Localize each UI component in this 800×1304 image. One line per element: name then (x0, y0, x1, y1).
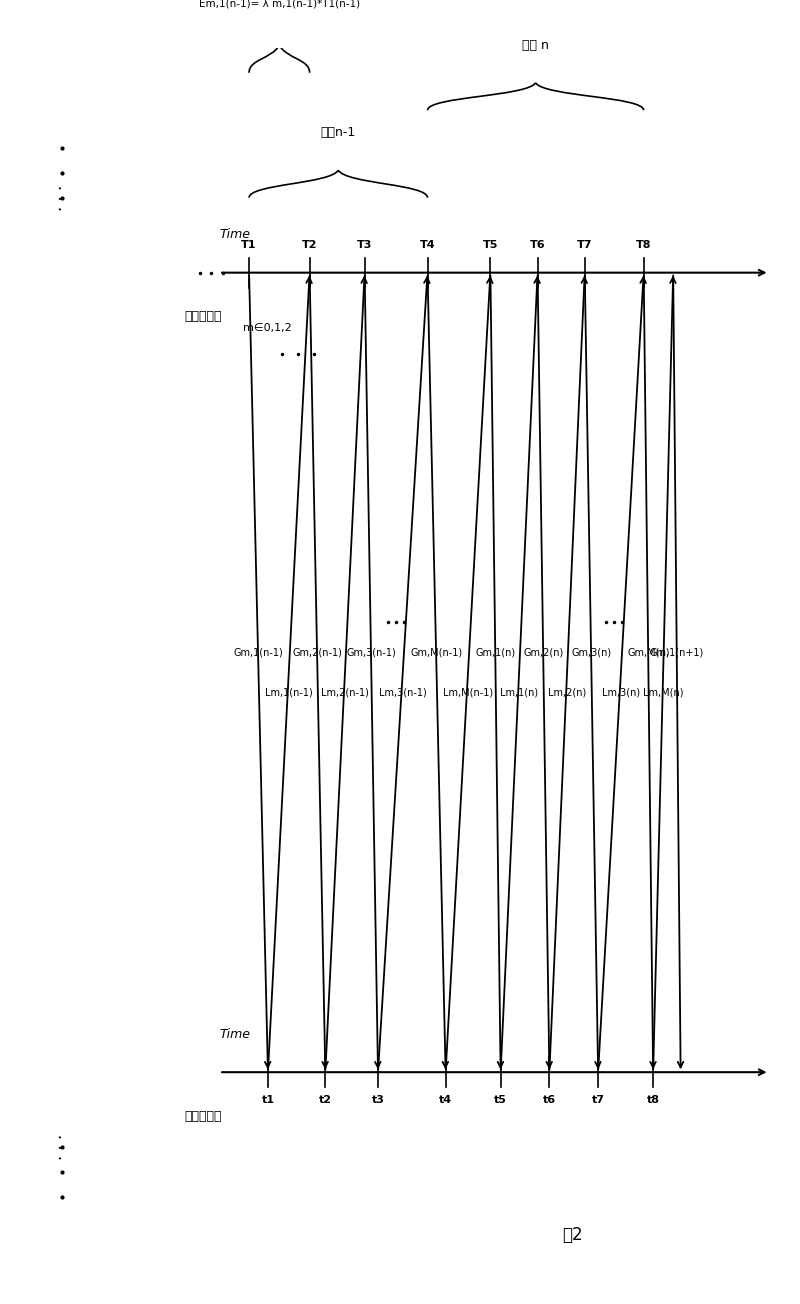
Text: Gm,M(n): Gm,M(n) (627, 647, 670, 657)
Text: Gm,1(n+1): Gm,1(n+1) (650, 647, 704, 657)
Text: Gm,1(n): Gm,1(n) (475, 647, 515, 657)
Text: t6: t6 (542, 1094, 556, 1104)
Text: Lm,3(n-1): Lm,3(n-1) (379, 687, 426, 698)
Text: T7: T7 (577, 240, 593, 250)
Text: · · ·: · · · (53, 1134, 71, 1161)
Text: m∈0,1,2: m∈0,1,2 (242, 322, 291, 333)
Text: Lm,2(n): Lm,2(n) (548, 687, 586, 698)
Text: t5: t5 (494, 1094, 507, 1104)
Text: Gm,2(n-1): Gm,2(n-1) (293, 647, 342, 657)
Text: Lm,2(n-1): Lm,2(n-1) (321, 687, 369, 698)
Text: T1: T1 (242, 240, 257, 250)
Text: Gm,2(n): Gm,2(n) (523, 647, 563, 657)
Text: Lm,M(n-1): Lm,M(n-1) (443, 687, 493, 698)
Text: Lm,M(n): Lm,M(n) (643, 687, 683, 698)
Text: 光主控终端: 光主控终端 (185, 310, 222, 323)
Text: t3: t3 (371, 1094, 385, 1104)
Text: 轮询n-1: 轮询n-1 (321, 126, 356, 140)
Text: Gm,M(n-1): Gm,M(n-1) (410, 647, 462, 657)
Text: 轮询 n: 轮询 n (522, 39, 549, 52)
Text: Gm,1(n-1): Gm,1(n-1) (234, 647, 283, 657)
Text: T6: T6 (530, 240, 546, 250)
Text: Lm,1(n): Lm,1(n) (500, 687, 538, 698)
Text: Gm,3(n-1): Gm,3(n-1) (346, 647, 396, 657)
Text: t4: t4 (439, 1094, 452, 1104)
Text: T5: T5 (482, 240, 498, 250)
Text: t1: t1 (262, 1094, 274, 1104)
Text: t7: t7 (592, 1094, 605, 1104)
Text: 图2: 图2 (562, 1226, 583, 1244)
Text: T2: T2 (302, 240, 318, 250)
Text: Gm,3(n): Gm,3(n) (571, 647, 611, 657)
Text: Ẽm,1(n-1)= λ̃ m,1(n-1)*T1(n-1): Ẽm,1(n-1)= λ̃ m,1(n-1)*T1(n-1) (198, 0, 360, 9)
Text: t8: t8 (646, 1094, 660, 1104)
Text: t2: t2 (319, 1094, 332, 1104)
Text: T4: T4 (420, 240, 435, 250)
Text: T8: T8 (636, 240, 651, 250)
Text: Lm,3(n): Lm,3(n) (602, 687, 640, 698)
Text: T3: T3 (357, 240, 372, 250)
Text: Time: Time (219, 1028, 250, 1041)
Text: Time: Time (219, 228, 250, 241)
Text: Lm,1(n-1): Lm,1(n-1) (265, 687, 313, 698)
Text: 光终端单元: 光终端单元 (185, 1110, 222, 1123)
Text: · · ·: · · · (53, 185, 71, 211)
